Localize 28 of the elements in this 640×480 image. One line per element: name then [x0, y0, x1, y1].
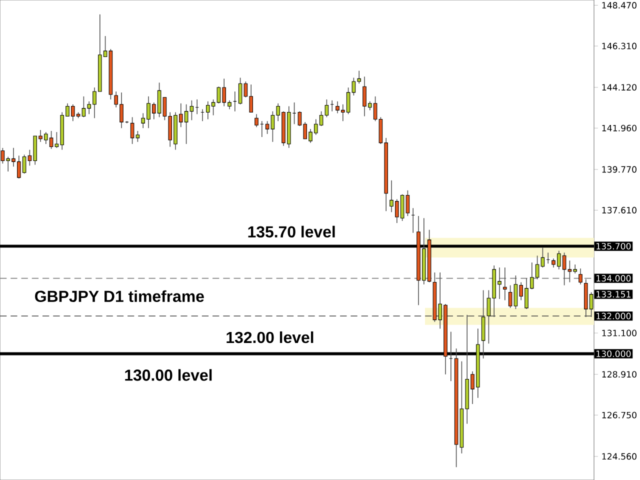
- text: GBPJPY D1 timeframe: [35, 290, 204, 302]
- candlestick: [324, 99, 329, 118]
- y-tick-label: 146.310: [602, 42, 636, 50]
- y-tick-label: 128.910: [602, 371, 636, 378]
- candlestick: [136, 130, 140, 142]
- ref-line-label: 134.000: [596, 275, 631, 282]
- candlestick: [190, 100, 194, 121]
- ref-line-label: 132.000: [596, 312, 631, 320]
- annotation: 135.70 level: [248, 226, 335, 238]
- ref-line-label: 135.700: [596, 242, 631, 250]
- candlestick: [503, 267, 507, 301]
- candlestick: [254, 114, 258, 128]
- y-tick-label: 141.960: [602, 124, 636, 132]
- y-tick-label: 144.120: [602, 84, 636, 91]
- y-tick-label: 124.560: [602, 453, 636, 460]
- annotation: 130.00 level: [125, 369, 212, 381]
- ref-line-label: 130.000: [596, 350, 631, 358]
- candlestick: [130, 116, 134, 144]
- y-tick-label: 131.100: [602, 330, 636, 336]
- candlestick: [238, 77, 242, 105]
- y-tick-label: 139.770: [602, 166, 636, 173]
- candlestick: [578, 268, 582, 285]
- y-tick-label: 137.610: [602, 206, 636, 214]
- text: 133.151: [596, 291, 630, 298]
- candlestick: [265, 120, 270, 134]
- y-tick-label: 126.750: [602, 412, 636, 418]
- y-tick-label: 148.470: [602, 2, 636, 9]
- annotation: 132.00 level: [226, 331, 314, 344]
